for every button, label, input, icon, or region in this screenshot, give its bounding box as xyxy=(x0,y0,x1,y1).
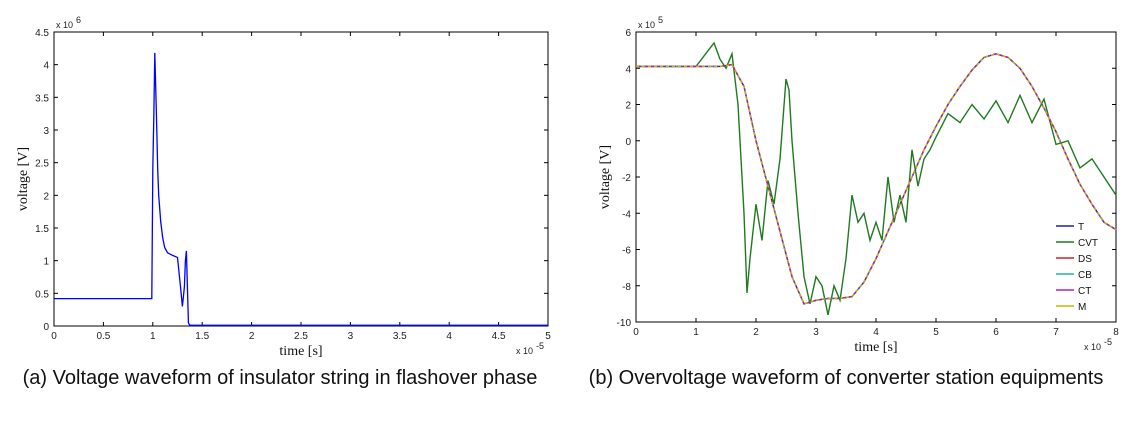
y-tick-label: 0 xyxy=(625,137,631,148)
x-tick-label: 5 xyxy=(933,327,939,338)
legend-label-cb: CB xyxy=(1078,270,1092,281)
x-tick-label: 0 xyxy=(633,327,639,338)
y-tick-label: 3.5 xyxy=(35,93,49,104)
x-multiplier: x 10 xyxy=(516,346,533,356)
x-tick-label: 2.5 xyxy=(294,331,308,342)
x-tick-label: 3.5 xyxy=(393,331,407,342)
series-line-cvt xyxy=(636,41,1117,315)
chart-panel-b: 0 1 2 3 4 5 6 7 8 -10 -8 -6 -4 -2 0 2 4 6 time [s] voltage … xyxy=(566,0,1126,430)
plot-frame xyxy=(635,31,1117,323)
series-line-0 xyxy=(54,52,548,326)
chart-b: 0 1 2 3 4 5 6 7 8 -10 -8 -6 -4 -2 0 2 4 6 time [s] voltage … xyxy=(598,15,1119,355)
y-tick-label: -10 xyxy=(617,318,632,329)
y-tick-label: 1.5 xyxy=(35,224,49,235)
x-tick-label: 6 xyxy=(993,327,999,338)
chart-panel-a: 0 0.5 1 1.5 2 2.5 3 3.5 4 4.5 5 0 0.5 1 1.5 2 2.5 3 3.5 4 4.… xyxy=(0,0,560,430)
x-tick-label: 2 xyxy=(249,331,255,342)
x-tick-label: 2 xyxy=(753,327,759,338)
x-tick-label: 4.5 xyxy=(492,331,506,342)
y-exponent: 6 xyxy=(76,15,81,25)
caption-a: (a) Voltage waveform of insulator string… xyxy=(22,367,538,389)
x-tick-label: 4 xyxy=(873,327,879,338)
y-tick-label: 0 xyxy=(43,322,49,333)
y-tick-label: 1 xyxy=(43,257,49,268)
x-tick-label: 1 xyxy=(150,331,156,342)
legend-label-m: M xyxy=(1078,302,1086,313)
y-tick-label: 2 xyxy=(43,191,49,202)
x-tick-label: 8 xyxy=(1113,327,1119,338)
x-axis-label: time [s] xyxy=(854,340,897,355)
x-exponent: -5 xyxy=(536,341,544,351)
y-tick-label: -8 xyxy=(622,282,631,293)
caption-b: (b) Overvoltage waveform of converter st… xyxy=(588,367,1104,389)
y-multiplier: x 10 xyxy=(56,20,73,30)
x-tick-label: 4 xyxy=(446,331,452,342)
series-line-ct xyxy=(636,53,1117,305)
y-tick-label: 2 xyxy=(625,101,631,112)
y-tick-label: 4 xyxy=(43,61,49,72)
x-tick-label: 1 xyxy=(693,327,699,338)
y-axis-label: voltage [V] xyxy=(16,147,31,211)
x-tick-label: 3 xyxy=(348,331,354,342)
y-tick-label: 6 xyxy=(625,28,631,39)
legend-label-ct: CT xyxy=(1078,286,1091,297)
y-exponent: 5 xyxy=(658,15,663,25)
y-tick-label: 0.5 xyxy=(35,289,49,300)
y-tick-label: -4 xyxy=(622,209,631,220)
y-tick-label: 3 xyxy=(43,126,49,137)
legend-label-ds: DS xyxy=(1078,254,1092,265)
x-axis-label: time [s] xyxy=(279,344,322,359)
series-line-m xyxy=(636,53,1117,305)
x-tick-label: 0.5 xyxy=(96,331,110,342)
y-tick-label: -2 xyxy=(622,173,631,184)
x-tick-label: 7 xyxy=(1053,327,1059,338)
y-tick-label: 4.5 xyxy=(35,28,49,39)
legend-label-cvt: CVT xyxy=(1078,238,1098,249)
y-tick-label: 2.5 xyxy=(35,159,49,170)
legend-label-t: T xyxy=(1078,222,1084,233)
y-tick-label: -6 xyxy=(622,246,631,257)
x-tick-label: 1.5 xyxy=(195,331,209,342)
y-tick-label: 4 xyxy=(625,64,631,75)
x-tick-label: 5 xyxy=(545,331,551,342)
x-tick-label: 3 xyxy=(813,327,819,338)
x-exponent: -5 xyxy=(1104,337,1112,347)
x-multiplier: x 10 xyxy=(1084,342,1101,352)
chart-a: 0 0.5 1 1.5 2 2.5 3 3.5 4 4.5 5 0 0.5 1 1.5 2 2.5 3 3.5 4 4.… xyxy=(16,15,551,359)
x-tick-label: 0 xyxy=(51,331,57,342)
y-multiplier: x 10 xyxy=(638,20,655,30)
plot-frame xyxy=(53,31,549,327)
y-axis-label: voltage [V] xyxy=(598,145,613,209)
